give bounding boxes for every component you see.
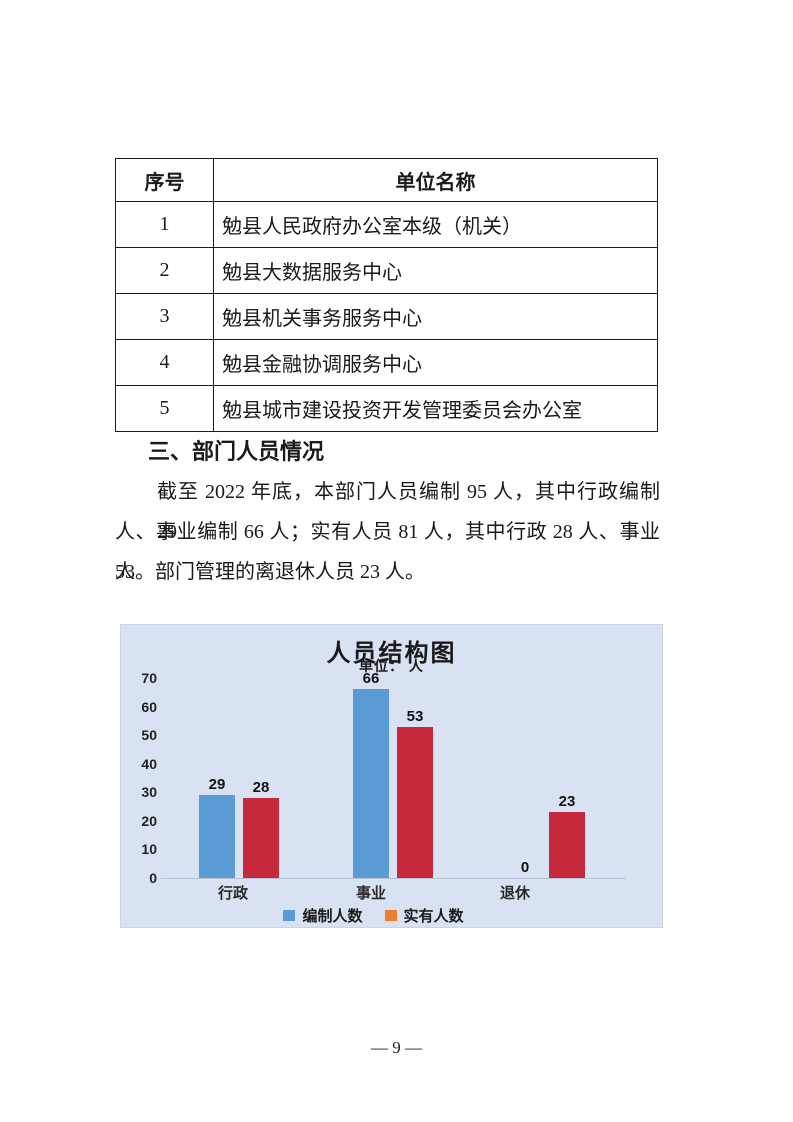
table-cell-unit-name: 勉县机关事务服务中心 [213, 293, 658, 340]
y-axis-tick-label: 30 [141, 784, 157, 801]
bar-value-label: 28 [252, 779, 270, 796]
table-cell-unit-name: 勉县大数据服务中心 [213, 247, 658, 294]
table-cell-unit-name: 勉县金融协调服务中心 [213, 339, 658, 386]
bar-s1-事业 [353, 689, 389, 878]
table-row: 2 勉县大数据服务中心 [115, 247, 658, 294]
table-header-row: 序号 单位名称 [115, 158, 658, 202]
y-axis-tick-label: 50 [141, 727, 157, 744]
category-label: 行政 [217, 885, 248, 902]
legend-label: 实有人数 [403, 908, 464, 925]
table-cell-unit-name: 勉县人民政府办公室本级（机关） [213, 201, 658, 248]
bar-s2-事业 [397, 726, 433, 878]
category-label: 事业 [355, 885, 386, 902]
table-row: 1 勉县人民政府办公室本级（机关） [115, 201, 658, 248]
paragraph-line: 人、事业编制 66 人；实有人员 81 人，其中行政 28 人、事业 53 [115, 521, 660, 583]
table-header-unit-name: 单位名称 [213, 158, 658, 202]
chart-subtitle: 单位： 人 [359, 658, 424, 674]
bar-chart: 人员结构图 单位： 人 编制人数 实有人数 0 10 20 30 40 50 60 70 29 66… [120, 624, 663, 928]
table-row: 3 勉县机关事务服务中心 [115, 293, 658, 340]
bar-value-label: 29 [208, 776, 226, 794]
legend-label: 编制人数 [302, 908, 363, 925]
bar-s1-行政 [199, 795, 235, 878]
category-label: 退休 [499, 885, 530, 902]
table-cell-serial: 5 [115, 385, 214, 432]
paragraph-line: 截至 2022 年底，本部门人员编制 95 人，其中行政编制 29 [157, 481, 660, 543]
table-cell-serial: 4 [115, 339, 214, 386]
table-row: 5 勉县城市建设投资开发管理委员会办公室 [115, 385, 658, 432]
y-axis-tick-label: 60 [141, 698, 157, 715]
bar-s2-退休 [549, 812, 585, 878]
legend-swatch-icon [283, 910, 296, 921]
table-header-serial: 序号 [115, 158, 214, 202]
y-axis-tick-label: 40 [141, 755, 157, 772]
table-body: 1 勉县人民政府办公室本级（机关） 2 勉县大数据服务中心 3 勉县机关事务服务中心 4 勉县… [115, 201, 658, 432]
unit-table: 序号 单位名称 1 勉县人民政府办公室本级（机关） 2 勉县大数据服务中心 3 勉县机关事… [115, 158, 658, 432]
y-axis-tick-label: 10 [141, 841, 157, 858]
bar-value-label: 23 [558, 793, 576, 811]
legend-item: 编制人数 [283, 905, 363, 926]
bar-value-label: 0 [520, 859, 530, 876]
page-number: — 9 — [371, 1038, 422, 1057]
chart-legend: 编制人数 实有人数 [103, 905, 644, 926]
table-row: 4 勉县金融协调服务中心 [115, 339, 658, 386]
table-cell-serial: 1 [115, 201, 214, 248]
y-axis-tick-label: 20 [141, 812, 157, 829]
bar-s2-行政 [243, 798, 279, 878]
table-cell-serial: 2 [115, 247, 214, 294]
table-cell-serial: 3 [115, 293, 214, 340]
bar-value-label: 66 [362, 670, 380, 688]
y-axis-tick-label: 0 [149, 870, 157, 886]
chart-title: 人员结构图 [326, 640, 457, 667]
section-heading: 三、部门人员情况 [148, 439, 325, 464]
body-paragraph: 截至 2022 年底，本部门人员编制 95 人，其中行政编制 29 人、事业编制 … [115, 472, 660, 592]
table-cell-unit-name: 勉县城市建设投资开发管理委员会办公室 [213, 385, 658, 432]
x-axis-line [161, 878, 626, 879]
bar-value-label: 53 [406, 707, 424, 725]
legend-swatch-icon [384, 910, 397, 921]
paragraph-line: 人。部门管理的离退休人员 23 人。 [115, 561, 425, 583]
y-axis-tick-label: 70 [141, 670, 157, 686]
legend-item: 实有人数 [384, 905, 464, 926]
